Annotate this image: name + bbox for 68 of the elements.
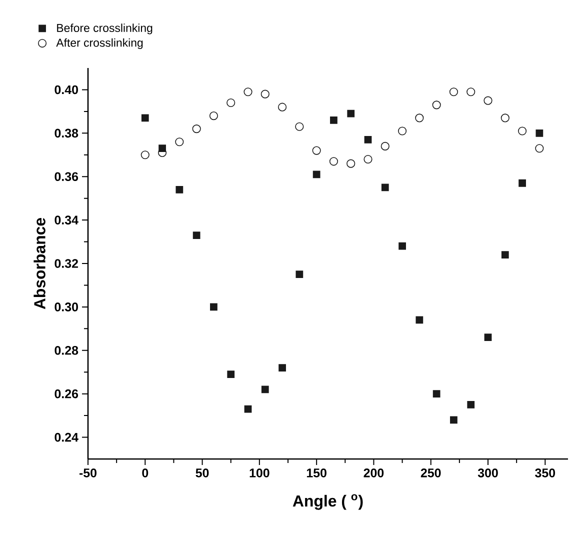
x-tick-label: 300 [478,468,498,478]
y-axis-title: Absorbance [34,218,46,310]
point [192,124,201,134]
y-tick-label: 0.28 [54,346,78,355]
y-tick-label: 0.32 [54,259,78,268]
point [484,96,492,105]
legend-label: After crosslinking [56,38,143,50]
x-tick-label: 350 [535,468,556,478]
point [364,154,372,164]
point [312,146,321,155]
point [432,390,440,398]
point [141,114,149,122]
point [518,126,527,136]
point [260,90,270,98]
x-tick-label: 50 [196,468,209,478]
point [398,242,406,250]
point [244,88,252,96]
y-tick-label: 0.40 [54,85,78,94]
point [278,364,286,372]
y-tick-label: 0.30 [54,302,78,312]
point [175,138,184,146]
x-axis-title: Angle ( $^{o}$) [292,494,363,510]
point [192,232,200,239]
x-tick-label: 200 [364,468,384,478]
x-tick-label: 100 [250,468,270,478]
point [244,405,252,413]
x-tick-label: -50 [79,468,96,478]
x-tick-label: 150 [306,468,326,478]
point [329,157,338,166]
point [261,386,269,394]
point [398,126,407,136]
point [416,316,424,324]
point [450,416,458,424]
point [278,102,287,112]
point [501,251,509,258]
legend-label: Before crosslinking [57,24,152,34]
x-tick-label: 250 [420,468,441,478]
point [312,170,320,178]
point [467,401,475,408]
point [535,144,544,153]
point [227,370,235,378]
point [347,110,355,118]
point [381,184,389,192]
x-tick-label: 0 [142,468,148,478]
y-tick-label: 0.26 [54,389,78,398]
y-tick-label: 0.38 [54,128,78,138]
point [226,98,236,108]
point [518,179,526,187]
point [346,159,356,168]
point [210,303,218,311]
y-tick-label: 0.36 [54,172,78,182]
y-tick-label: 0.24 [54,432,78,442]
point [176,186,184,194]
point [500,114,510,122]
point [296,270,304,278]
point [484,334,492,342]
point [364,136,372,144]
point [449,88,458,96]
point [466,88,476,96]
point [295,122,304,131]
y-tick-label: 0.34 [54,216,78,224]
point [330,116,338,124]
point [140,150,150,160]
point [209,112,218,120]
point [432,100,441,110]
point [536,129,544,137]
point [380,142,390,150]
point [415,114,424,122]
